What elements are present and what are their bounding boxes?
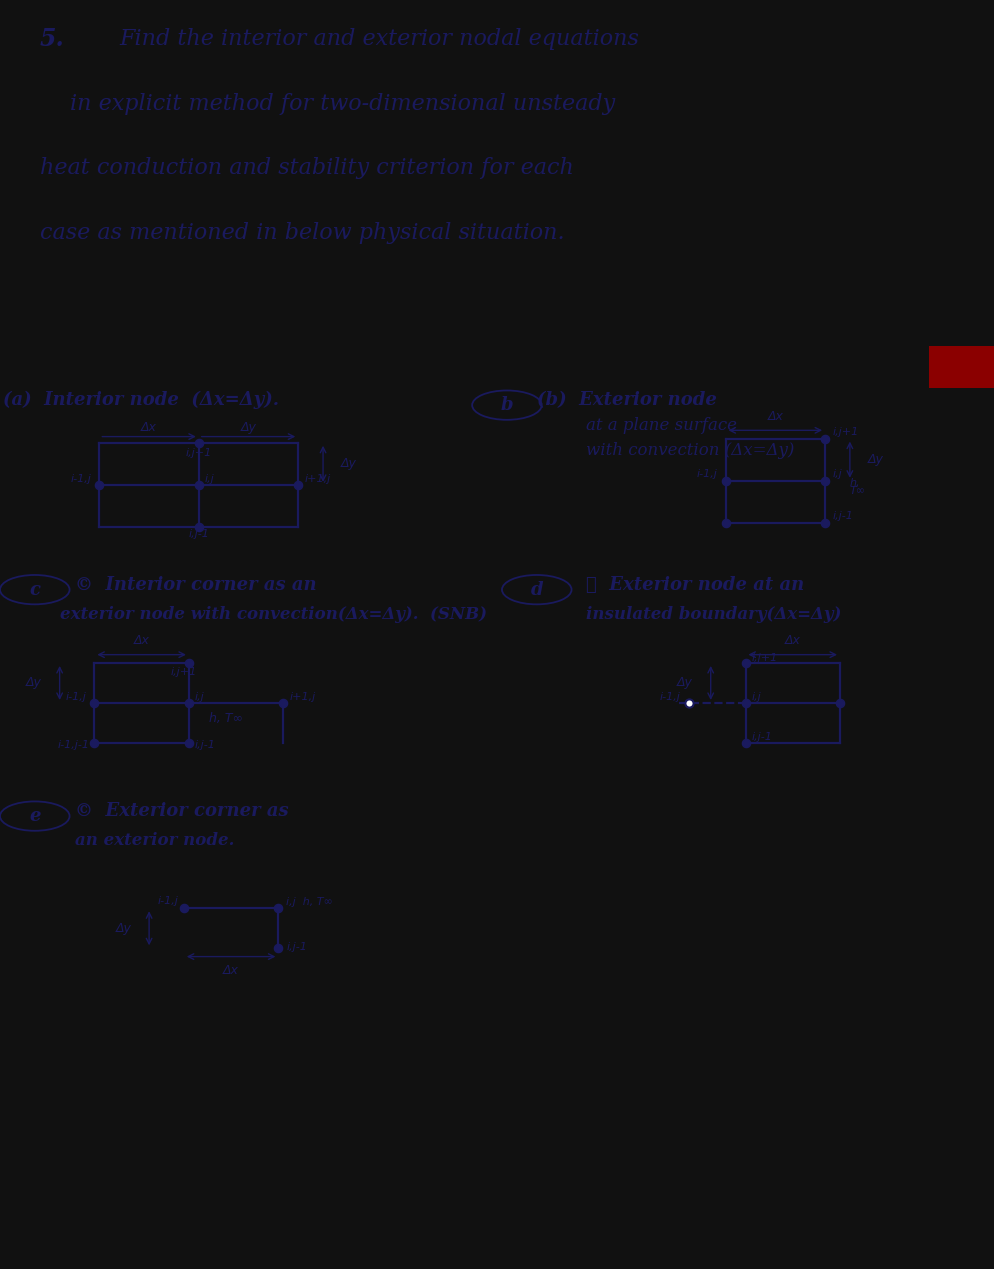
Point bbox=[817, 429, 833, 449]
Text: i+1,j: i+1,j bbox=[289, 692, 315, 702]
Point bbox=[181, 652, 197, 673]
Point bbox=[718, 471, 734, 491]
Text: ©  Interior corner as an: © Interior corner as an bbox=[75, 576, 316, 594]
Text: Δx: Δx bbox=[141, 421, 157, 434]
Text: ⓓ  Exterior node at an: ⓓ Exterior node at an bbox=[586, 576, 805, 594]
Point bbox=[681, 693, 697, 713]
Text: case as mentioned in below physical situation.: case as mentioned in below physical situ… bbox=[40, 222, 565, 244]
Text: Find the interior and exterior nodal equations: Find the interior and exterior nodal equ… bbox=[119, 28, 639, 49]
Text: Δy: Δy bbox=[115, 921, 131, 935]
Point bbox=[817, 513, 833, 533]
Text: Δx: Δx bbox=[224, 964, 239, 977]
Point bbox=[275, 693, 291, 713]
Text: i-1,j: i-1,j bbox=[158, 896, 179, 906]
Text: Δy: Δy bbox=[241, 421, 256, 434]
Text: i,j  h, T∞: i,j h, T∞ bbox=[286, 897, 333, 907]
Text: with convection (Δx=Δy): with convection (Δx=Δy) bbox=[586, 443, 795, 459]
Text: i-1,j: i-1,j bbox=[71, 475, 91, 485]
Text: i,j-1: i,j-1 bbox=[195, 740, 216, 750]
Text: d: d bbox=[531, 581, 543, 599]
Text: i-1,j-1: i-1,j-1 bbox=[58, 740, 89, 750]
Point bbox=[832, 693, 848, 713]
Point bbox=[86, 693, 102, 713]
Point bbox=[817, 471, 833, 491]
Text: i,j: i,j bbox=[751, 693, 761, 702]
Text: (a)  Interior node  (Δx=Δy).: (a) Interior node (Δx=Δy). bbox=[3, 391, 279, 409]
Point bbox=[270, 938, 286, 958]
Point bbox=[738, 652, 753, 673]
Text: i-1,j: i-1,j bbox=[697, 470, 718, 480]
Text: i,j+1: i,j+1 bbox=[751, 652, 777, 662]
Text: Δx: Δx bbox=[785, 634, 800, 647]
Point bbox=[91, 475, 107, 495]
Point bbox=[191, 516, 207, 537]
Text: Δy: Δy bbox=[868, 453, 884, 466]
Text: i-1,j: i-1,j bbox=[66, 692, 86, 702]
Text: an exterior node.: an exterior node. bbox=[75, 832, 234, 849]
Point bbox=[290, 475, 306, 495]
Text: (b)  Exterior node: (b) Exterior node bbox=[537, 391, 717, 409]
Text: i,j: i,j bbox=[833, 470, 843, 480]
Point bbox=[191, 433, 207, 453]
Text: h, T∞: h, T∞ bbox=[209, 712, 243, 725]
Text: at a plane surface: at a plane surface bbox=[586, 418, 738, 434]
Text: ©  Exterior corner as: © Exterior corner as bbox=[75, 802, 288, 820]
Text: i,j: i,j bbox=[205, 475, 215, 485]
Point bbox=[738, 693, 753, 713]
Text: Δx: Δx bbox=[134, 634, 149, 647]
Text: i,j+1: i,j+1 bbox=[186, 448, 212, 458]
Text: i-1,j: i-1,j bbox=[660, 692, 681, 702]
Text: i+1,j: i+1,j bbox=[304, 475, 330, 485]
Text: i,j-1: i,j-1 bbox=[286, 943, 307, 952]
Text: i,j-1: i,j-1 bbox=[188, 529, 210, 539]
Text: 5.: 5. bbox=[40, 27, 65, 51]
Text: heat conduction and stability criterion for each: heat conduction and stability criterion … bbox=[40, 157, 574, 179]
Text: i,j: i,j bbox=[195, 692, 205, 702]
Text: Δy: Δy bbox=[341, 457, 357, 471]
Text: T∞: T∞ bbox=[850, 486, 866, 496]
Text: i,j+1: i,j+1 bbox=[833, 428, 859, 438]
Text: insulated boundary(Δx=Δy): insulated boundary(Δx=Δy) bbox=[586, 607, 842, 623]
Point bbox=[181, 732, 197, 753]
Text: Δy: Δy bbox=[677, 676, 693, 689]
Point bbox=[181, 693, 197, 713]
Point bbox=[718, 513, 734, 533]
Text: i,j+1: i,j+1 bbox=[171, 667, 197, 678]
Text: b: b bbox=[501, 396, 513, 414]
Point bbox=[176, 898, 192, 919]
Text: e: e bbox=[29, 807, 41, 825]
Point bbox=[270, 898, 286, 919]
FancyBboxPatch shape bbox=[929, 346, 994, 388]
Point bbox=[738, 732, 753, 753]
Point bbox=[191, 475, 207, 495]
Text: exterior node with convection(Δx=Δy).  (SNB): exterior node with convection(Δx=Δy). (S… bbox=[60, 607, 487, 623]
Text: h,: h, bbox=[850, 477, 861, 487]
Text: in explicit method for two-dimensional unsteady: in explicit method for two-dimensional u… bbox=[70, 93, 615, 114]
Text: i,j-1: i,j-1 bbox=[833, 511, 854, 522]
Point bbox=[86, 732, 102, 753]
Text: c: c bbox=[29, 581, 41, 599]
Text: Δx: Δx bbox=[767, 410, 783, 423]
Text: Δy: Δy bbox=[26, 676, 42, 689]
Text: i,j-1: i,j-1 bbox=[751, 732, 772, 742]
